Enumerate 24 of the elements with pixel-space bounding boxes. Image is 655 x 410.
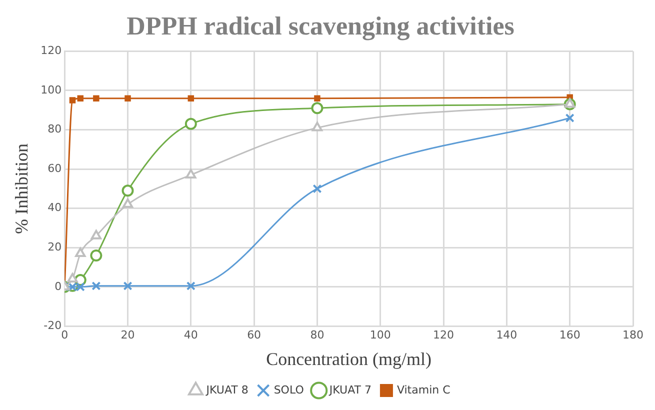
y-tick-label: -20 [44,319,62,332]
y-tick-label: 60 [48,162,62,175]
x-tick-label: 120 [433,328,454,342]
y-axis-title: % Inhibition [12,143,32,234]
y-tick-label: 20 [48,240,62,254]
y-tick-label: 0 [54,280,62,293]
x-tick-label: 100 [370,328,391,342]
legend-label: JKUAT 7 [328,383,372,396]
x-tick-label: 20 [120,328,135,342]
x-axis-title: Concentration (mg/ml) [266,348,432,369]
x-tick-label: 180 [622,328,644,342]
x-tick-label: 60 [247,328,262,342]
legend-label: JKUAT 8 [205,383,248,396]
x-tick-label: 140 [496,328,518,342]
y-tick-label: 120 [40,44,62,58]
x-tick-label: 160 [559,328,580,342]
chart-title: DPPH radical scavenging activities [126,11,514,40]
y-tick-label: 40 [48,201,62,214]
legend-label: Vitamin C [396,383,451,396]
x-tick-label: 80 [310,328,324,342]
y-tick-label: 100 [40,83,62,96]
x-tick-label: 40 [184,328,198,342]
legend-label: SOLO [274,383,304,396]
y-tick-label: 80 [48,122,62,136]
